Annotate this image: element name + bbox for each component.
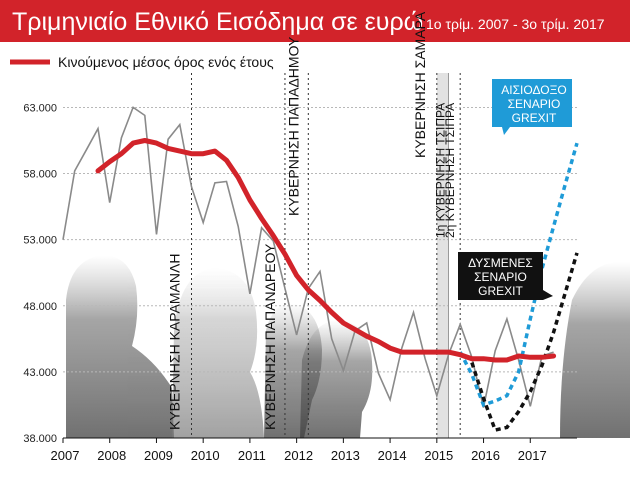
shade-layer bbox=[436, 73, 449, 438]
y-tick-label: 38.000 bbox=[23, 433, 57, 445]
callout-optimistic-text: ΣΕΝΑΡΙΟ bbox=[508, 97, 561, 111]
callout-optimistic-text: ΑΙΣΙΟΔΟΞΟ bbox=[501, 83, 566, 97]
shade-band bbox=[436, 73, 449, 438]
callout-unfavorable-box bbox=[458, 252, 553, 300]
x-tick-label: 2008 bbox=[97, 448, 126, 463]
unfavorable-scenario-line bbox=[470, 252, 579, 433]
x-tick-label: 2013 bbox=[331, 448, 360, 463]
moving-average-line bbox=[95, 138, 557, 363]
callout-optimistic-box bbox=[492, 79, 572, 135]
x-tick-label: 2014 bbox=[378, 448, 407, 463]
chart-subtitle: 1ο τρίμ. 2007 - 3ο τρίμ. 2017 bbox=[426, 16, 605, 32]
y-tick-label: 58.000 bbox=[23, 169, 57, 181]
x-tick-label: 2017 bbox=[518, 448, 547, 463]
event-label: ΚΥΒΕΡΝΗΣΗ ΠΑΠΑΔΗΜΟΥ bbox=[285, 36, 301, 216]
y-tick-label: 53.000 bbox=[23, 235, 57, 247]
y-tick-label: 48.000 bbox=[23, 301, 57, 313]
optimistic-scenario-line bbox=[458, 142, 579, 408]
axis-layer: 2007 2008 2009 2010 2011 2012 2013 2014 2015 2016… bbox=[51, 437, 577, 463]
callout-layer: ΑΙΣΙΟΔΟΞΟΣΕΝΑΡΙΟGREXITΔΥΣΜΕΝΕΣΣΕΝΑΡΙΟGRE… bbox=[458, 79, 572, 300]
event-label: ΚΥΒΕΡΝΗΣΗ ΚΑΡΑΜΑΝΛΗ bbox=[167, 254, 183, 430]
y-tick-label: 43.000 bbox=[23, 367, 57, 379]
x-tick-label: 2011 bbox=[238, 448, 266, 463]
x-tick-label: 2009 bbox=[144, 448, 173, 463]
portrait-silhouettes bbox=[66, 255, 630, 438]
portrait-papandreou bbox=[172, 268, 264, 438]
chart-title: Τριμηνιαίο Εθνικό Εισόδημα σε ευρώ bbox=[12, 8, 423, 36]
event-label: 1η ΚΥΒΕΡΝΗΣΗ ΤΣΙΠΡΑ bbox=[434, 103, 448, 238]
x-tick-label: 2015 bbox=[424, 448, 453, 463]
portrait-karamanlis bbox=[66, 255, 174, 438]
callout-unfavorable-text: ΔΥΣΜΕΝΕΣ bbox=[468, 256, 533, 270]
callout-unfavorable-text: ΣΕΝΑΡΙΟ bbox=[474, 270, 527, 284]
callout-optimistic-text: GREXIT bbox=[512, 111, 557, 125]
event-label: 2η ΚΥΒΕΡΝΗΣΗ ΤΣΙΠΡΑ bbox=[443, 103, 457, 238]
x-tick-label: 2012 bbox=[284, 448, 313, 463]
event-layer: ΚΥΒΕΡΝΗΣΗ ΚΑΡΑΜΑΝΛΗ ΚΥΒΕΡΝΗΣΗ ΠΑΠΑΝΔΡΕΟΥ Κ… bbox=[167, 11, 461, 438]
callout-unfavorable-text: GREXIT bbox=[478, 284, 523, 298]
y-tick-label: 63.000 bbox=[23, 102, 57, 114]
series-layer bbox=[62, 106, 579, 433]
grid-layer: 63.000 58.000 53.000 48.000 43.000 38.000 bbox=[23, 102, 577, 445]
event-label: ΚΥΒΕΡΝΗΣΗ ΠΑΠΑΝΔΡΕΟΥ bbox=[262, 243, 278, 430]
portrait-tsipras bbox=[560, 262, 630, 438]
legend-label: Κινούμενος μέσος όρος ενός έτους bbox=[58, 54, 274, 70]
event-label: ΚΥΒΕΡΝΗΣΗ ΣΑΜΑΡΑ bbox=[412, 11, 428, 158]
title-bar bbox=[0, 0, 630, 42]
portrait-samaras bbox=[300, 320, 373, 438]
x-tick-label: 2016 bbox=[471, 448, 500, 463]
x-tick-label: 2010 bbox=[191, 448, 220, 463]
x-tick-label: 2007 bbox=[51, 448, 80, 463]
